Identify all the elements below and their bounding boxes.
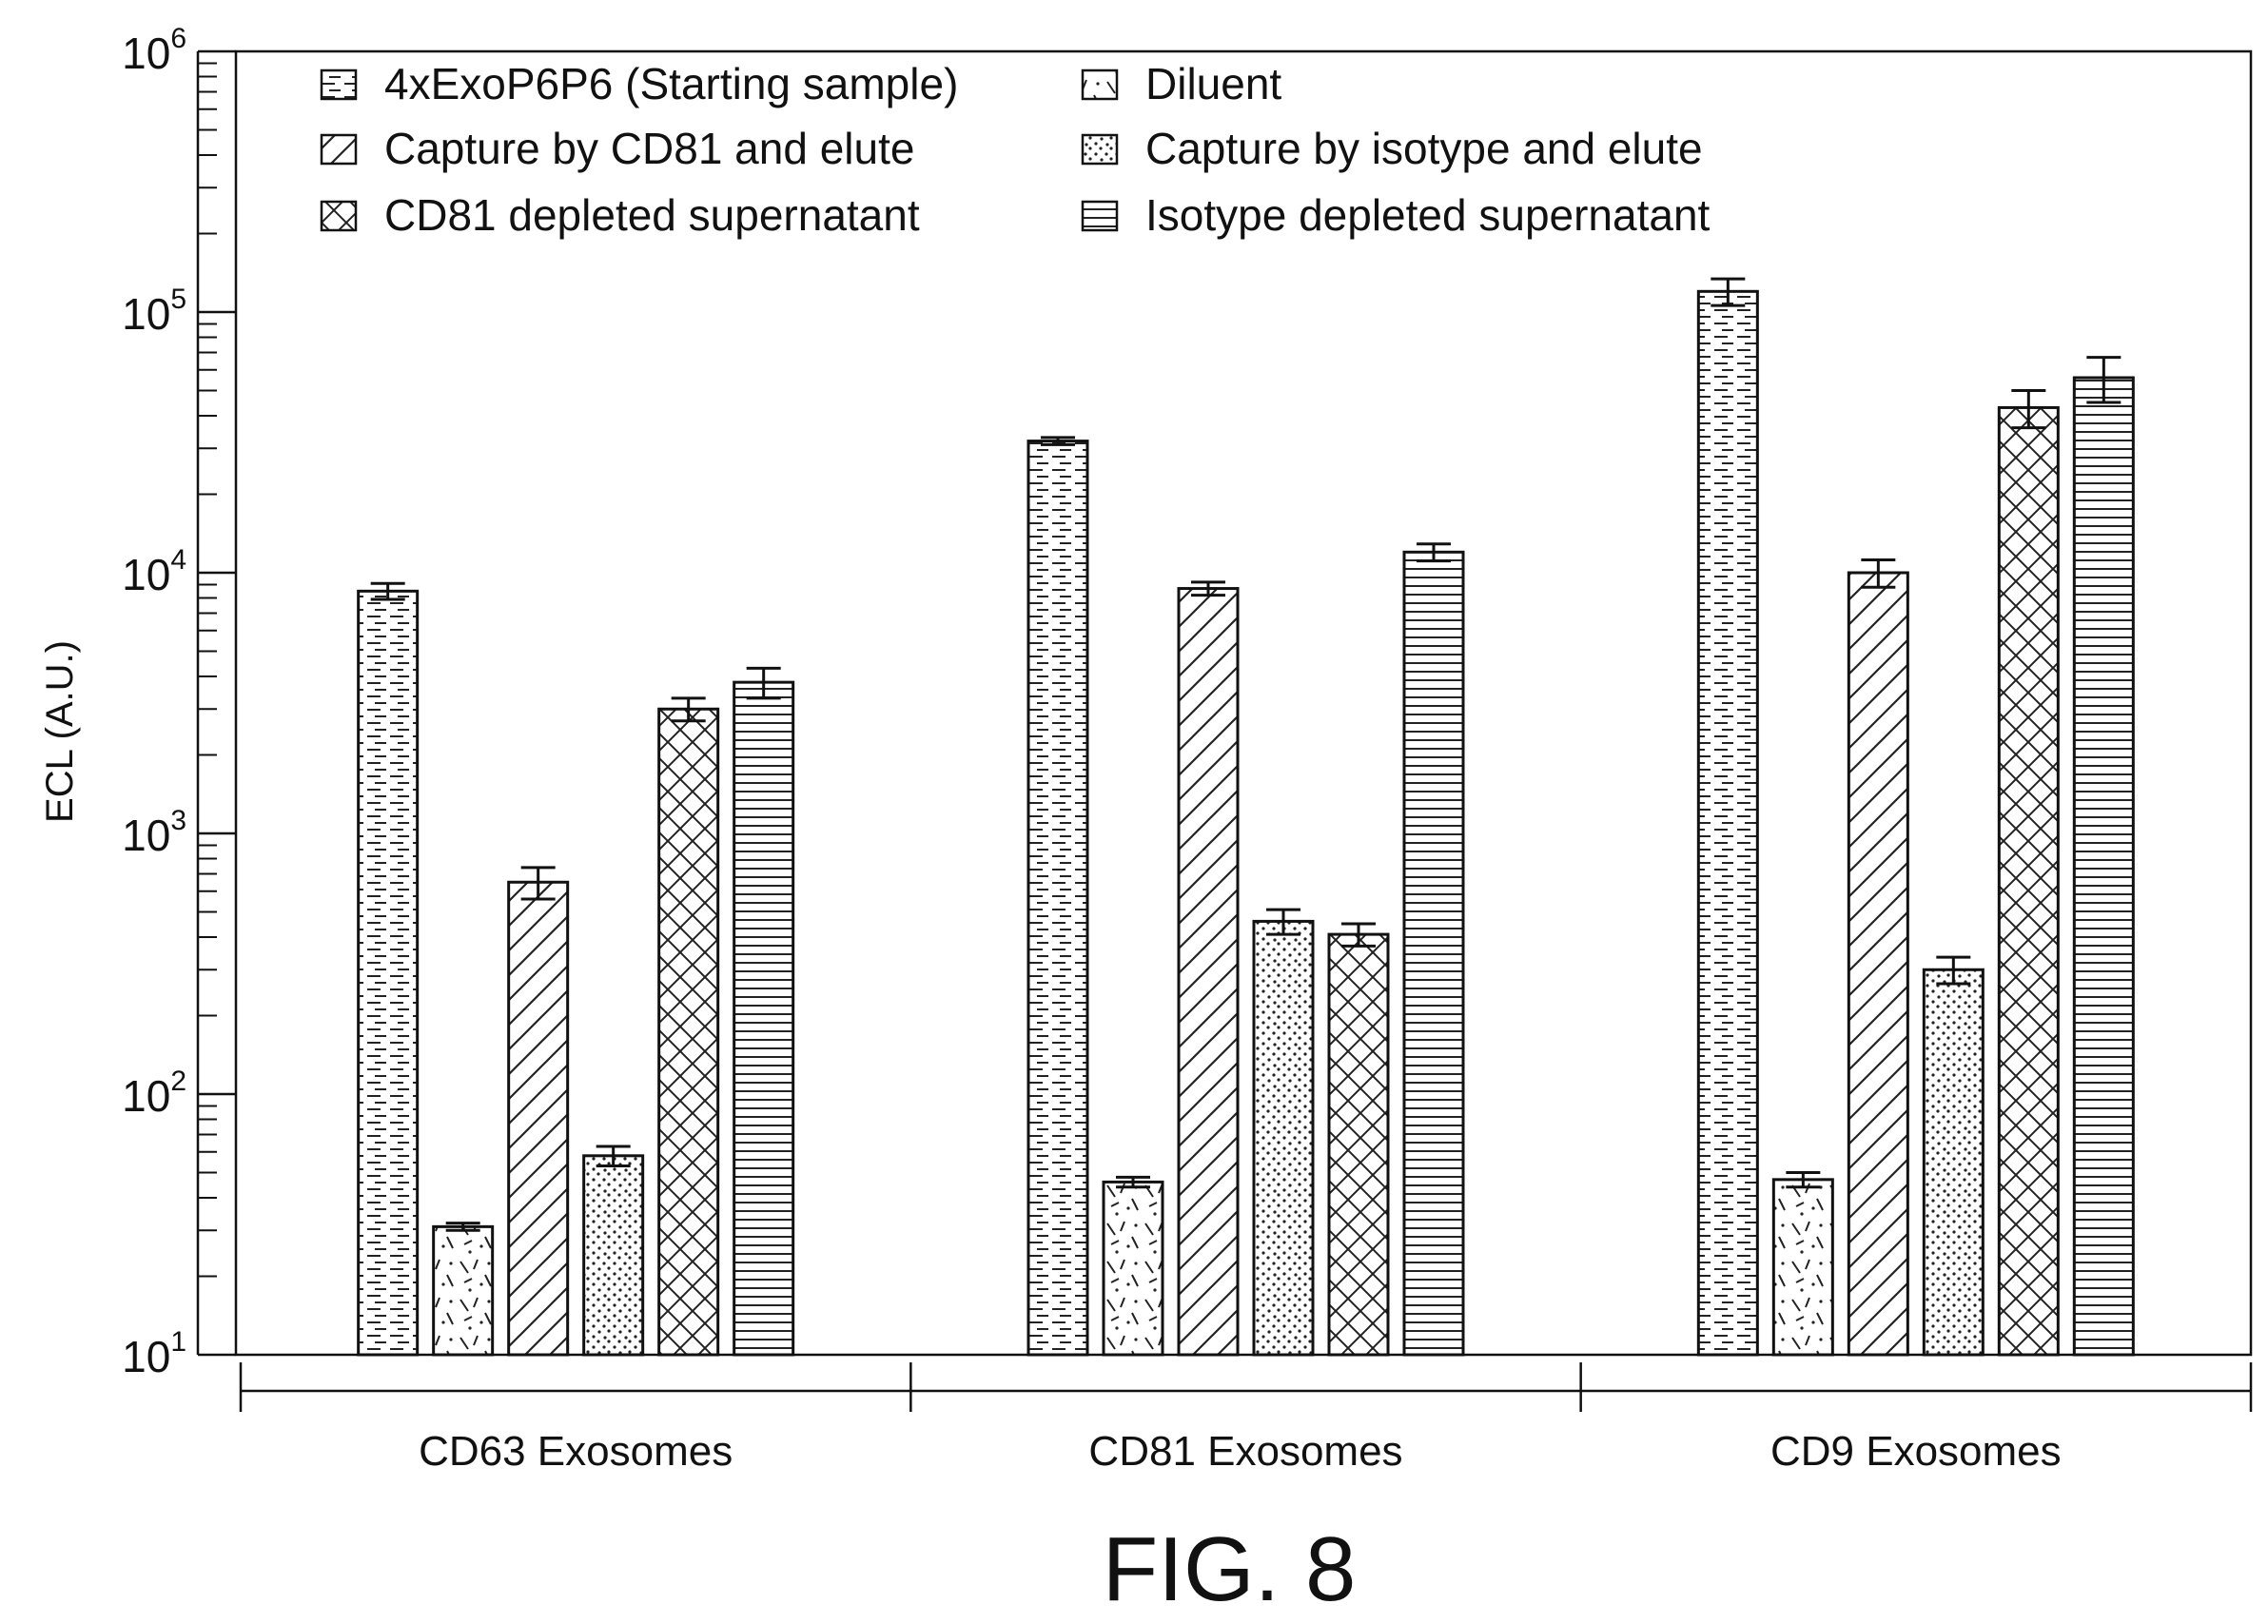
bar	[733, 680, 795, 1357]
figure-caption: FIG. 8	[1103, 1518, 1357, 1619]
legend-label: 4xExoP6P6 (Starting sample)	[384, 59, 958, 108]
bar-group	[357, 581, 795, 1357]
bar	[1252, 919, 1315, 1357]
legend-swatch	[1081, 68, 1119, 101]
legend-label: Capture by isotype and elute	[1145, 124, 1703, 173]
legend-swatch	[320, 133, 358, 166]
legend-item: 4xExoP6P6 (Starting sample)	[320, 59, 958, 108]
legend-swatch	[1081, 200, 1119, 232]
plot-border	[234, 49, 2253, 1357]
x-category-label: CD9 Exosomes	[1770, 1428, 2062, 1475]
x-category-label: CD63 Exosomes	[419, 1428, 733, 1475]
y-axis: 101 102 103 104 105 106	[122, 23, 236, 1381]
bar	[1177, 587, 1240, 1357]
bar	[432, 1224, 495, 1357]
bar-group	[1026, 436, 1465, 1357]
legend-label: CD81 depleted supernatant	[384, 190, 920, 240]
bar	[1102, 1180, 1164, 1357]
legend-label: Isotype depleted supernatant	[1145, 190, 1711, 240]
bar	[1327, 932, 1390, 1357]
legend-swatch	[320, 68, 358, 101]
bar	[1402, 550, 1465, 1357]
legend: 4xExoP6P6 (Starting sample) Diluent Captur…	[320, 59, 1711, 240]
y-tick-label: 101	[122, 1326, 186, 1381]
bar-series	[357, 277, 2135, 1357]
legend-item: Capture by isotype and elute	[1081, 124, 1703, 173]
bar	[2072, 376, 2135, 1357]
bar	[582, 1154, 645, 1357]
legend-item: Diluent	[1081, 59, 1281, 108]
y-tick-label: 102	[122, 1066, 186, 1121]
legend-swatch	[320, 200, 358, 232]
y-tick-label: 106	[122, 23, 186, 78]
plot-area	[234, 49, 2253, 1357]
legend-swatch	[1081, 133, 1119, 166]
legend-label: Diluent	[1145, 59, 1281, 108]
bar	[357, 589, 420, 1357]
legend-item: Capture by CD81 and elute	[320, 124, 914, 173]
x-category-label: CD81 Exosomes	[1088, 1428, 1402, 1475]
bar	[657, 707, 720, 1357]
bar	[1026, 440, 1089, 1357]
legend-label: Capture by CD81 and elute	[384, 124, 914, 173]
legend-item: CD81 depleted supernatant	[320, 190, 920, 240]
x-axis: CD63 Exosomes CD81 Exosomes CD9 Exosomes	[239, 1362, 2253, 1475]
y-tick-label: 104	[122, 544, 186, 599]
legend-item: Isotype depleted supernatant	[1081, 190, 1711, 240]
y-tick-label: 103	[122, 805, 186, 860]
bar	[1997, 405, 2060, 1357]
bar	[1922, 968, 1984, 1357]
y-axis-title: ECL (A.U.)	[39, 640, 81, 823]
bar	[1696, 289, 1759, 1357]
bar-group	[1696, 277, 2135, 1357]
y-tick-label: 105	[122, 284, 186, 339]
bar	[1771, 1178, 1834, 1357]
bar	[1847, 571, 1909, 1357]
bar	[507, 880, 570, 1357]
